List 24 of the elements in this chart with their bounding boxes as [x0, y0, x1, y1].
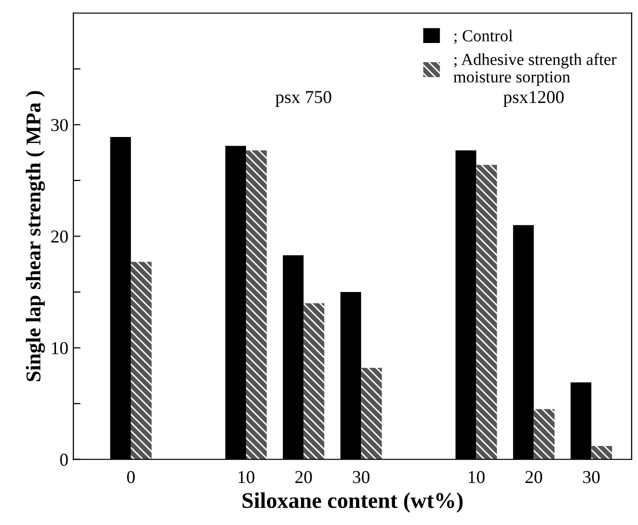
- bar: [476, 164, 497, 460]
- x-tick-label: 0: [127, 471, 135, 484]
- bar: [246, 150, 267, 460]
- annotation: psx 750: [276, 90, 332, 107]
- y-tick-label: 0: [60, 454, 68, 466]
- bar: [361, 368, 382, 460]
- x-tick-label: 30: [352, 471, 370, 484]
- x-tick-label: 20: [526, 471, 542, 484]
- x-tick-label: 30: [583, 471, 600, 484]
- x-tick-label: 10: [468, 471, 485, 484]
- y-tick-label: 20: [51, 230, 68, 243]
- x-axis-title: Siloxane content (wt%): [242, 492, 463, 513]
- bar: [130, 262, 152, 460]
- x-tick-label: 20: [295, 471, 312, 484]
- bar: [591, 446, 612, 460]
- y-axis-title: Single lap shear strength ( MPa ): [26, 91, 45, 382]
- x-tick-label: 10: [238, 471, 254, 484]
- bar: [534, 409, 554, 460]
- annotation: psx1200: [503, 90, 564, 107]
- y-tick-label: 30: [51, 118, 68, 132]
- legend-label: ; Adhesive strength after moisture sorption: [454, 53, 616, 86]
- y-tick-label: 10: [52, 342, 68, 354]
- legend-label: ; Control: [454, 30, 513, 44]
- bar: [304, 303, 324, 460]
